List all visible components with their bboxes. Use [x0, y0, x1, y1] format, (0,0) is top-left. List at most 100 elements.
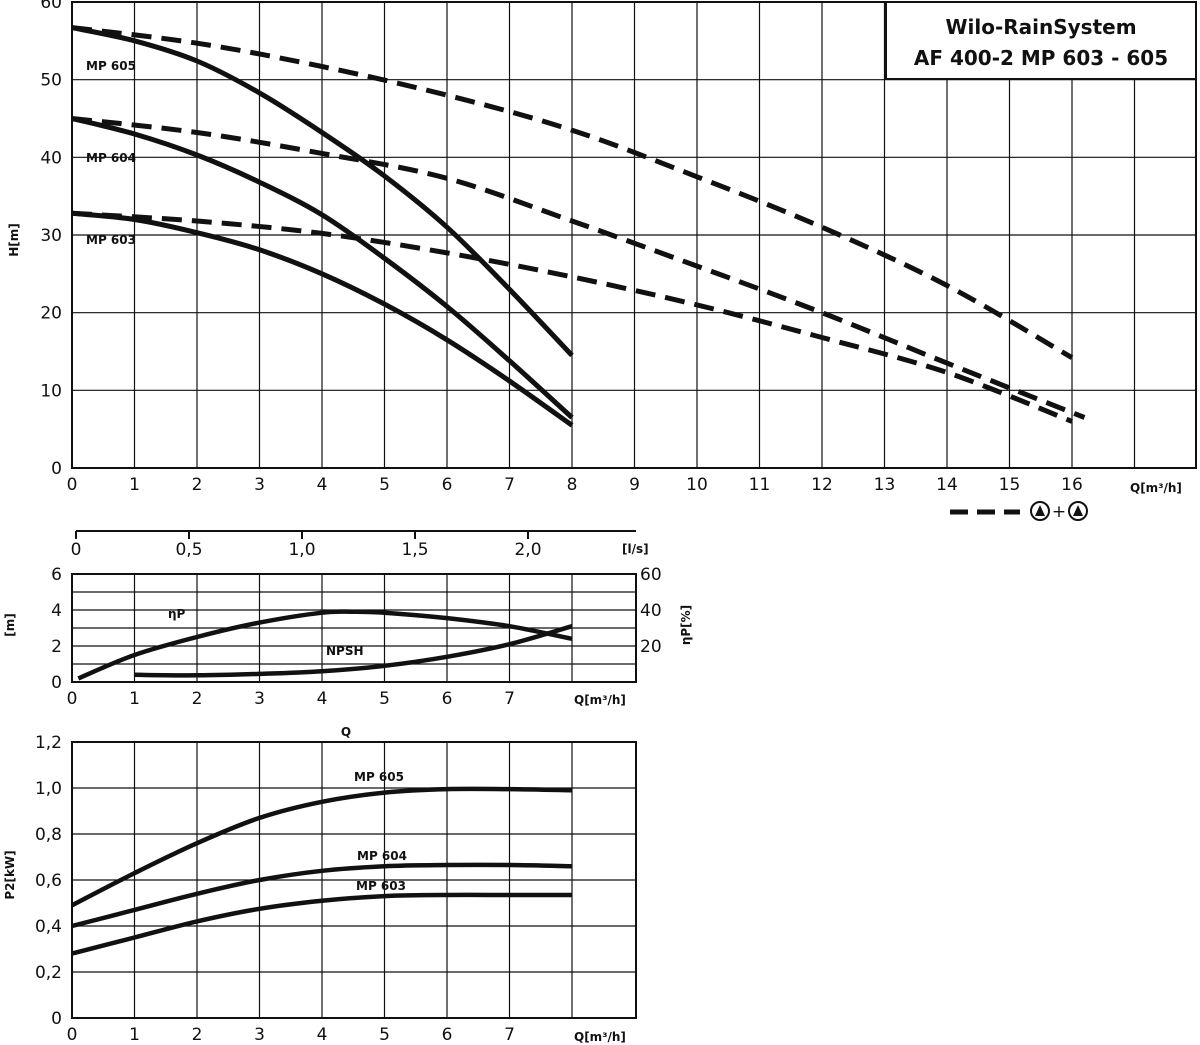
pump-symbol-icon [1030, 501, 1050, 521]
head-curve-4 [71, 116, 1086, 420]
npsh-x-tick-label: 5 [379, 689, 390, 709]
power-x-tick-label: 1 [129, 1025, 140, 1045]
npsh-efficiency-chart: 0 2 4 6 20 40 60 0 1 2 3 4 5 6 7 Q[m³/h] [m] ηP[%] ηP NPSH Q [3, 565, 693, 739]
npsh-y-axis-label: [m] [3, 613, 17, 636]
head-x-tick-label: 3 [254, 475, 265, 495]
head-x-tick-label: 2 [192, 475, 203, 495]
head-x-tick-label: 0 [67, 475, 78, 495]
legend: + [950, 501, 1088, 522]
power-x-tick-label: 5 [379, 1025, 390, 1045]
power-y-tick-label: 0,2 [35, 963, 62, 983]
power-x-tick-label: 3 [254, 1025, 265, 1045]
npsh-x-tick-label: 3 [254, 689, 265, 709]
head-x-axis-label: Q[m³/h] [1130, 481, 1182, 495]
npsh-footer-label: Q [341, 725, 351, 739]
power-x-tick-label: 6 [442, 1025, 453, 1045]
head-x-tick-label: 12 [811, 475, 833, 495]
eff-y-tick-label: 40 [640, 601, 662, 621]
ls-tick-label: 2,0 [514, 540, 541, 560]
head-x-tick-label: 8 [567, 475, 578, 495]
eff-y-axis-label: ηP[%] [679, 605, 693, 645]
power-curve-2 [71, 892, 572, 956]
title-line-1: Wilo-RainSystem [945, 15, 1136, 39]
title-box-frame [885, 1, 1197, 80]
head-y-tick-label: 0 [51, 459, 62, 479]
power-y-tick-label: 0 [51, 1009, 62, 1029]
npsh-y-tick-label: 4 [51, 601, 62, 621]
npsh-y-tick-label: 0 [51, 673, 62, 693]
head-x-tick-label: 5 [379, 475, 390, 495]
head-x-tick-label: 6 [442, 475, 453, 495]
power-curve-label: MP 604 [357, 849, 407, 863]
pump-symbol-icon [1068, 501, 1088, 521]
head-x-tick-label: 14 [936, 475, 958, 495]
npsh-curve-0 [77, 609, 573, 681]
npsh-x-axis-label: Q[m³/h] [574, 693, 626, 707]
legend-plus: + [1052, 502, 1066, 522]
title-line-2: AF 400-2 MP 603 - 605 [914, 46, 1168, 70]
power-x-axis-label: Q[m³/h] [574, 1030, 626, 1044]
eff-curve-label: ηP [168, 607, 186, 621]
power-x-tick-label: 2 [192, 1025, 203, 1045]
head-y-tick-label: 20 [40, 304, 62, 324]
power-curve-1 [71, 862, 573, 929]
power-x-tick-label: 7 [504, 1025, 515, 1045]
npsh-curve-label: NPSH [326, 644, 364, 658]
npsh-x-tick-label: 0 [67, 689, 78, 709]
npsh-y-tick-label: 6 [51, 565, 62, 585]
npsh-x-tick-label: 7 [504, 689, 515, 709]
power-chart: 0 0,2 0,4 0,6 0,8 1,0 1,2 0 1 2 3 4 5 6 7 Q[m³/h] P2[kW]… [3, 733, 637, 1045]
head-x-tick-label: 16 [1061, 475, 1083, 495]
head-curve-5 [71, 210, 1073, 424]
head-y-tick-label: 30 [40, 226, 62, 246]
ls-axis-label: [l/s] [622, 542, 649, 556]
power-x-tick-label: 0 [67, 1025, 78, 1045]
power-curve-label: MP 605 [354, 770, 404, 784]
head-y-tick-label: 50 [40, 71, 62, 91]
flow-ls-axis: 0 0,5 1,0 1,5 2,0 [l/s] [71, 530, 649, 560]
head-curve-2 [71, 210, 574, 428]
ls-tick-label: 1,5 [401, 540, 428, 560]
head-x-tick-label: 4 [317, 475, 328, 495]
head-curve-label: MP 604 [86, 151, 136, 165]
title-box: Wilo-RainSystem AF 400-2 MP 603 - 605 [885, 1, 1197, 80]
power-y-tick-label: 1,2 [35, 733, 62, 753]
power-y-axis-label: P2[kW] [3, 850, 17, 899]
eff-y-tick-label: 60 [640, 565, 662, 585]
head-curve-label: MP 603 [86, 233, 136, 247]
npsh-curve-1 [134, 624, 573, 678]
head-curve-1 [71, 116, 574, 420]
head-y-tick-label: 40 [40, 148, 62, 168]
power-y-tick-label: 1,0 [35, 779, 62, 799]
head-x-tick-label: 10 [686, 475, 708, 495]
ls-tick-label: 0 [71, 540, 82, 560]
head-curve-3 [71, 25, 1074, 360]
npsh-x-tick-label: 2 [192, 689, 203, 709]
head-curve-label: MP 605 [86, 59, 136, 73]
head-x-tick-label: 9 [629, 475, 640, 495]
head-x-tick-label: 13 [874, 475, 896, 495]
power-y-tick-label: 0,4 [35, 917, 62, 937]
head-x-tick-label: 15 [999, 475, 1021, 495]
head-curve-0 [71, 25, 574, 358]
npsh-x-tick-label: 1 [129, 689, 140, 709]
eff-y-tick-label: 20 [640, 637, 662, 657]
power-y-tick-label: 0,6 [35, 871, 62, 891]
head-y-axis-label: H[m] [7, 223, 21, 257]
npsh-x-tick-label: 6 [442, 689, 453, 709]
npsh-x-tick-label: 4 [317, 689, 328, 709]
power-curve-0 [70, 786, 573, 908]
power-curve-label: MP 603 [356, 879, 406, 893]
head-x-tick-label: 1 [129, 475, 140, 495]
ls-tick-label: 0,5 [175, 540, 202, 560]
head-y-tick-label: 10 [40, 381, 62, 401]
npsh-y-tick-label: 2 [51, 637, 62, 657]
ls-tick-label: 1,0 [288, 540, 315, 560]
power-x-tick-label: 4 [317, 1025, 328, 1045]
head-y-tick-label: 60 [40, 0, 62, 13]
head-x-tick-label: 7 [504, 475, 515, 495]
head-x-tick-label: 11 [749, 475, 771, 495]
power-y-tick-label: 0,8 [35, 825, 62, 845]
